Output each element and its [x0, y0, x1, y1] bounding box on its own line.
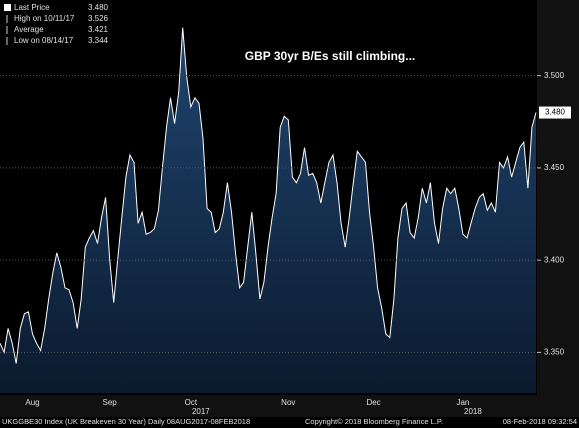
plot — [0, 27, 537, 393]
y-tick-label: 3.500 — [544, 71, 565, 80]
x-axis-strip — [0, 395, 579, 417]
legend-label: Last Price — [14, 3, 50, 12]
legend: Last Price 3.480 High on 10/11/17 3.526 Aver… — [1, 1, 111, 47]
legend-value: 3.344 — [88, 36, 109, 45]
legend-label: Low on 08/14/17 — [14, 36, 74, 45]
year-label: 2017 — [192, 407, 210, 416]
x-tick-label: Aug — [25, 398, 39, 407]
footer-copyright: Copyright© 2018 Bloomberg Finance L.P. — [305, 417, 443, 426]
last-price-label: 3.480 — [545, 108, 566, 117]
last-price-box — [539, 106, 571, 119]
legend-swatch — [4, 4, 11, 11]
y-tick-label: 3.350 — [544, 348, 565, 357]
y-tick-label: 3.400 — [544, 255, 565, 264]
x-tick-label: Oct — [185, 398, 198, 407]
x-tick-label: Dec — [366, 398, 380, 407]
legend-label: High on 10/11/17 — [14, 14, 75, 23]
x-tick-label: Jan — [456, 398, 469, 407]
x-tick-label: Nov — [281, 398, 295, 407]
year-label: 2018 — [464, 407, 482, 416]
area — [0, 27, 536, 393]
footer-timestamp: 08-Feb-2018 09:32:54 — [503, 417, 577, 426]
line — [0, 27, 537, 364]
x-tick-label: Sep — [103, 398, 118, 407]
legend-value: 3.526 — [88, 14, 109, 23]
legend-value: 3.421 — [88, 25, 109, 34]
footer-index: UKGGBE30 Index (UK Breakeven 30 Year) — [2, 417, 146, 426]
legend-value: 3.480 — [88, 3, 109, 12]
legend-box — [1, 1, 111, 47]
y-tick-label: 3.450 — [544, 163, 565, 172]
legend-label: Average — [14, 25, 44, 34]
footer-range: Daily 08AUG2017-08FEB2018 — [148, 417, 250, 426]
y-axis-strip — [537, 0, 579, 395]
annotation: GBP 30yr B/Es still climbing... — [245, 49, 416, 63]
